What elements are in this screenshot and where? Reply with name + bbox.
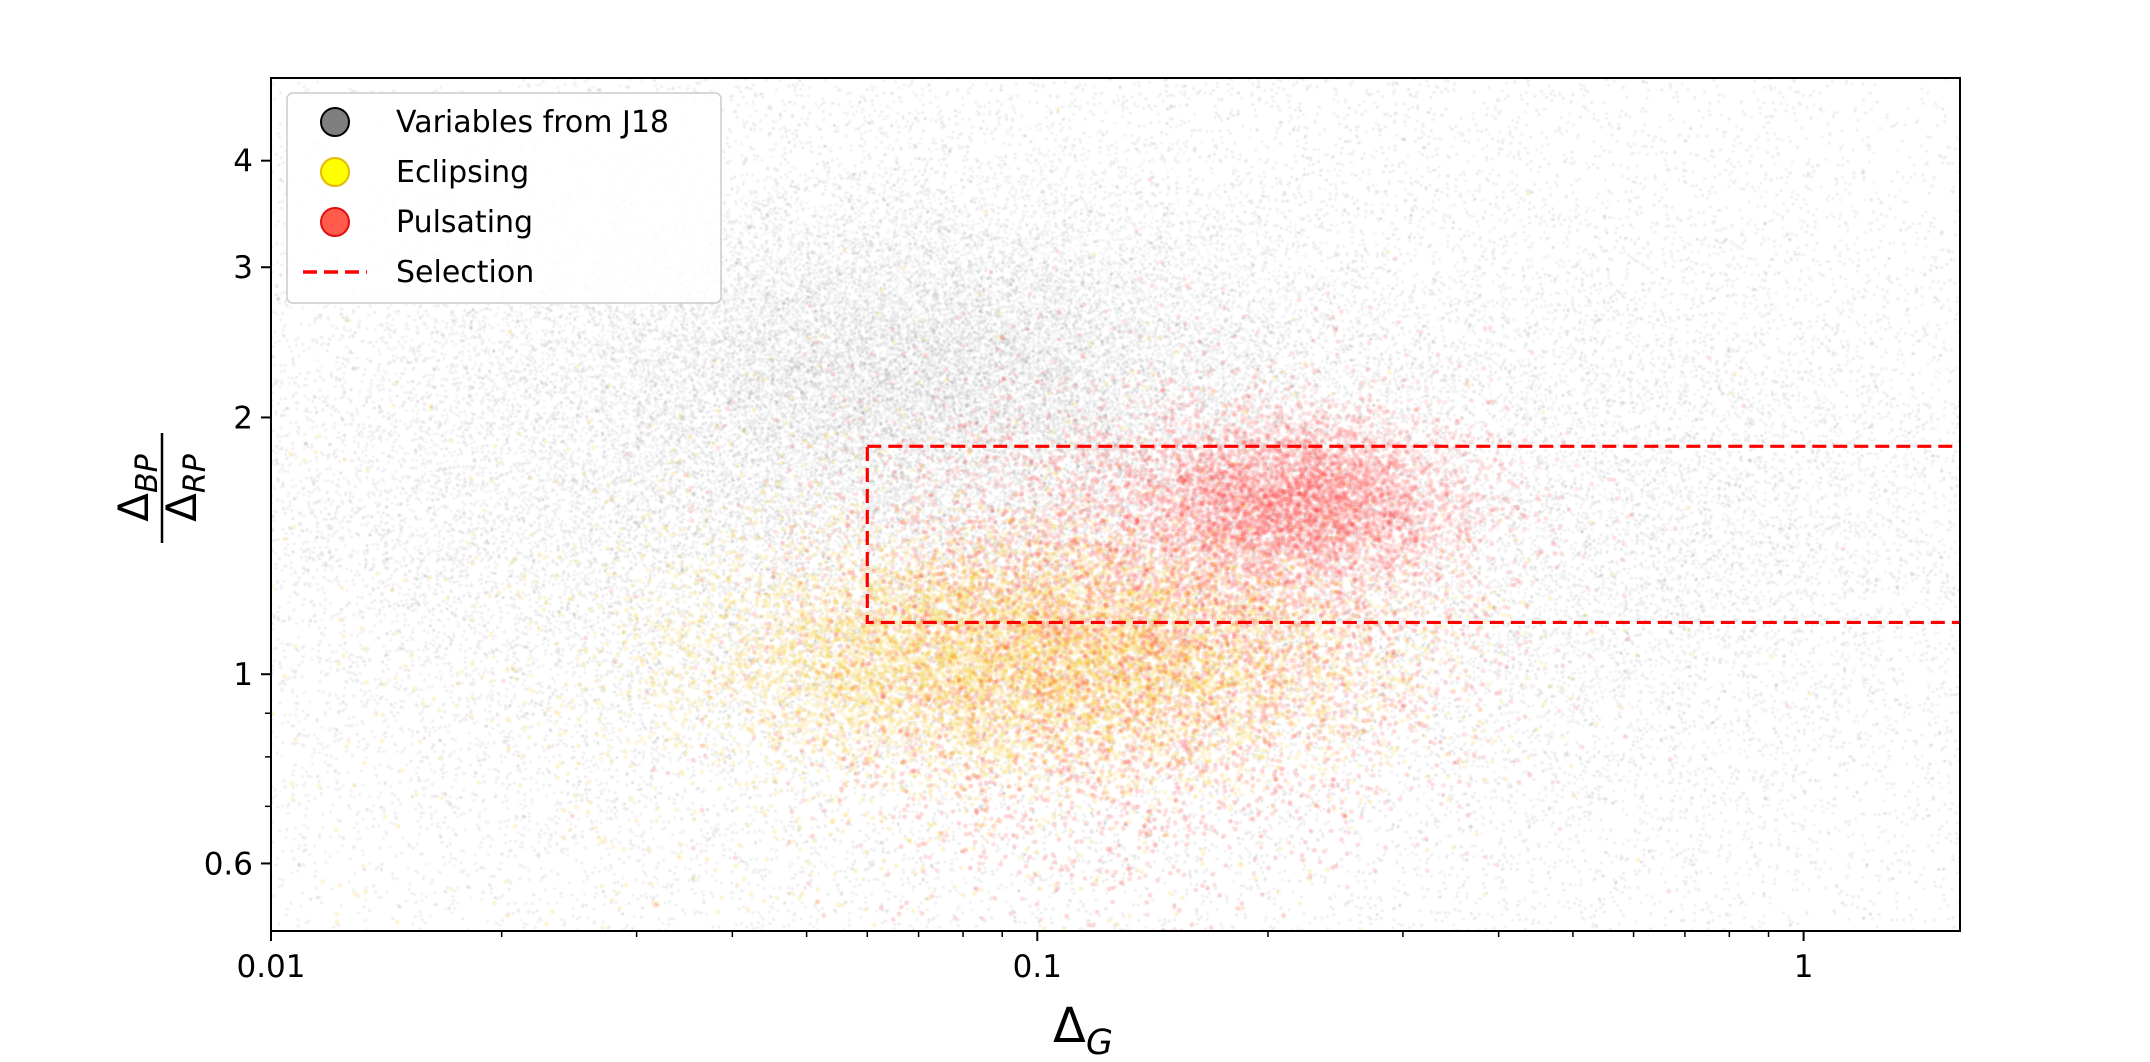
legend-label: Pulsating (396, 205, 533, 240)
x-axis-label-sub: G (1086, 1023, 1113, 1062)
y-axis-label-num-base: Δ (109, 493, 158, 522)
legend-label: Selection (396, 255, 534, 290)
legend-label: Eclipsing (396, 155, 529, 190)
legend-label: Variables from J18 (396, 105, 669, 140)
y-axis-label-num-sub: BP (130, 453, 165, 493)
y-tick-label: 1 (233, 657, 253, 693)
y-axis-label-numerator: ΔBP (109, 453, 165, 521)
y-axis-label-denominator: ΔRP (157, 453, 213, 522)
x-tick-label: 0.01 (236, 949, 305, 985)
x-axis: 0.01 0.1 1 (236, 931, 1813, 985)
y-axis: 0.6 1 2 3 4 (204, 144, 271, 882)
y-tick-label: 0.6 (204, 846, 253, 882)
legend-marker (320, 207, 350, 237)
y-axis-label-den-sub: RP (178, 453, 213, 493)
legend: Variables from J18 Eclipsing Pulsating Sele… (286, 92, 722, 304)
selection-box (865, 444, 1960, 625)
plot-frame (270, 77, 1961, 932)
x-axis-label-base: Δ (1053, 998, 1086, 1054)
legend-entries: Variables from J18 Eclipsing Pulsating Sele… (303, 105, 669, 290)
legend-marker (320, 157, 350, 187)
y-tick-label: 3 (233, 250, 253, 286)
y-tick-label: 4 (233, 144, 253, 180)
y-axis-label: ΔBP ΔRP (109, 433, 213, 543)
y-tick-label: 2 (233, 400, 253, 436)
x-tick-label: 0.1 (1013, 949, 1062, 985)
x-tick-label: 1 (1794, 949, 1814, 985)
legend-marker (320, 107, 350, 137)
legend-box (286, 92, 722, 304)
y-axis-label-den-base: Δ (157, 493, 206, 522)
x-axis-label: ΔG (1053, 998, 1113, 1062)
